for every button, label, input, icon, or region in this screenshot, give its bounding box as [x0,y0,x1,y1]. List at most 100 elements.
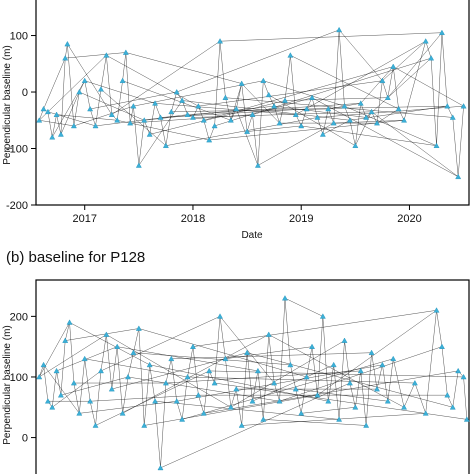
panel-b-acquisition-point [303,373,310,380]
panel-a-connection-line [149,103,156,135]
panel-a-connection-line [89,108,96,126]
panel-b-baseline-chart: 0 100 200 Perpendicular baseline (m) [2,279,470,474]
panel-a-plot-frame [35,0,470,206]
panel-b-acquisition-point [168,355,175,362]
panel-b-connection-line [65,328,139,341]
panel-a-connection-line [317,117,324,135]
panel-a-acquisition-point [368,108,375,115]
panel-b-y-tick-label: 200 [10,311,28,323]
panel-a-connection-line [225,97,453,118]
panel-a-connection-line [79,91,145,121]
panel-a-acquisition-point [395,105,402,112]
panel-a-acquisition-point [173,89,180,95]
panel-a-connection-line [257,122,334,166]
panel-b-connection-line [90,394,199,402]
panel-a-acquisition-point [222,94,229,100]
panel-b-connection-line [360,370,367,426]
panel-b-connection-line [371,352,378,390]
panel-b-connection-line [209,370,464,378]
panel-a-y-tick-label: 0 [22,87,28,99]
panel-a-connection-line [311,97,318,118]
panel-a-connection-line [241,83,280,124]
panel-b-acquisition-point [103,331,110,337]
panel-b-plot-frame [35,279,470,474]
panel-b-acquisition-point [287,361,294,368]
panel-b-acquisition-point [157,464,164,471]
panel-b-connection-line [192,310,437,347]
panel-a-connection-line [236,83,242,110]
panel-a-acquisition-point [40,105,47,112]
panel-a-acquisition-point [103,52,110,58]
panel-a-acquisition-point [141,117,148,123]
panel-a-connection-line [73,91,80,126]
panel-b-acquisition-point [98,367,104,374]
panel-b-connection-line [192,346,199,396]
panel-b-connection-line [230,340,345,408]
panel-b-connection-line [165,370,361,384]
panel-a-acquisition-point [62,55,69,61]
panel-b-connection-line [317,316,324,396]
panel-b-points [36,295,470,471]
panel-a-connection-line [366,57,432,118]
panel-a-acquisition-point [449,114,456,120]
panel-b-connection-line [154,401,161,468]
panel-b-acquisition-point [444,392,451,398]
panel-b-connection-line [252,370,259,402]
panel-a-acquisition-point [428,55,435,61]
panel-a-acquisition-point [374,120,380,126]
panel-a-connection-line [219,41,226,98]
panel-a-acquisition-point [390,63,397,69]
panel-b-connection-line [301,407,356,414]
panel-b-acquisition-point [374,386,380,392]
panel-a-acquisition-point [244,128,251,134]
panel-b-connection-line [52,370,102,408]
panel-a-connection-line [452,117,459,177]
panel-a-acquisition-point [282,97,288,103]
panel-a-acquisition-point [36,117,43,123]
panel-a-connection-line [290,55,399,110]
panel-b-acquisition-point [81,355,88,362]
panel-b-acquisition-point [292,386,299,392]
panel-a-connection-line [257,80,264,166]
panel-a-connection-line [116,80,123,121]
panel-b-acquisition-point [179,416,186,422]
panel-b-connection-line [111,346,118,390]
panel-b-acquisition-point [352,404,359,410]
panel-a-connection-line [208,125,215,141]
panel-b-connection-line [382,364,389,402]
panel-b-connection-line [144,364,150,426]
panel-a-acquisition-point [200,117,207,123]
panel-b-connection-line [144,394,318,426]
panel-a-connection-line [100,55,107,90]
panel-a-connection-line [203,120,210,141]
panel-b-acquisition-point [379,361,386,368]
panel-a-acquisition-point [157,114,164,120]
panel-b-connection-line [376,364,383,390]
panel-a-x-ticks: 2017 2018 2019 2020 [72,205,422,225]
panel-b-connection-line [116,346,123,414]
panel-a-x-tick-label: 2017 [72,213,96,225]
panel-a-acquisition-point [108,111,115,117]
panel-a-connection-line [73,105,134,127]
panel-a-connection-line [230,83,242,121]
panel-b-connection-line [284,298,291,365]
panel-b-connection-line [317,310,437,396]
panel-b-connection-line [149,364,156,402]
panel-a-acquisition-point [303,105,310,112]
panel-a-acquisition-point [309,94,315,100]
panel-b-acquisition-point [325,398,332,404]
panel-a-connection-line [125,52,242,84]
panel-a-connection-line [106,55,199,107]
panel-b-connection-line [279,346,443,402]
panel-b-connection-line [230,389,237,408]
panel-a-acquisition-point [357,100,364,106]
panel-b-connection-line [236,389,242,426]
panel-a-acquisition-point [64,41,71,47]
panel-b-connection-line [355,370,361,408]
panel-a-connection-line [138,100,183,166]
panel-b-connection-line [187,376,415,384]
panel-a-connection-line [430,58,437,146]
panel-b-connection-line [268,334,405,408]
panel-a-connection-line [441,32,448,107]
panel-a-connection-line [371,111,459,177]
